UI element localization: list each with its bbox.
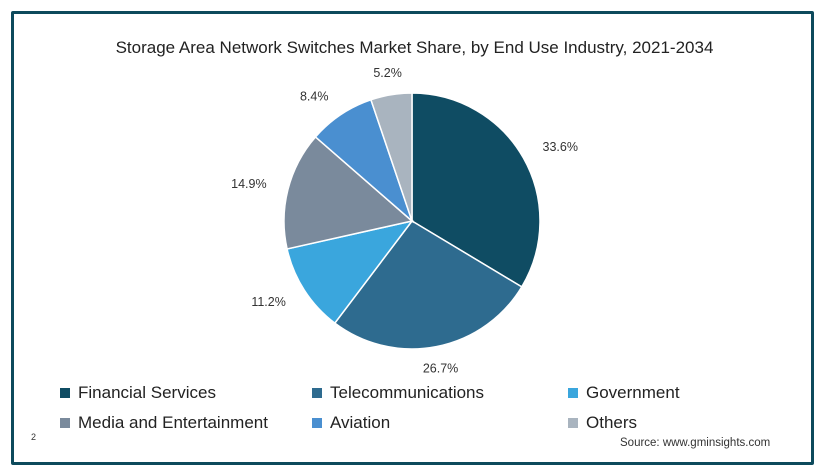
legend-swatch bbox=[568, 418, 578, 428]
slice-data-label: 33.6% bbox=[543, 140, 578, 154]
source-note: Source: www.gminsights.com bbox=[620, 437, 771, 449]
slice-data-label: 5.2% bbox=[373, 66, 402, 80]
legend-item-media-and-entertainment: Media and Entertainment bbox=[60, 413, 268, 433]
legend-label: Government bbox=[586, 383, 680, 402]
legend-swatch bbox=[312, 418, 322, 428]
legend-swatch bbox=[60, 418, 70, 428]
chart-title: Storage Area Network Switches Market Sha… bbox=[115, 38, 714, 57]
page-number: 2 bbox=[31, 432, 37, 442]
legend-swatch bbox=[568, 388, 578, 398]
pie-slice-government bbox=[286, 219, 414, 325]
legend-label: Media and Entertainment bbox=[78, 413, 268, 432]
slice-data-label: 14.9% bbox=[231, 177, 266, 191]
legend-item-financial-services: Financial Services bbox=[60, 383, 216, 403]
legend-label: Financial Services bbox=[78, 383, 216, 402]
slice-data-label: 11.2% bbox=[251, 295, 286, 309]
pie-slice-telecommunications bbox=[333, 220, 523, 350]
legend-item-aviation: Aviation bbox=[312, 413, 390, 433]
legend-swatch bbox=[312, 388, 322, 398]
pie-slice-media-and-entertainment bbox=[283, 135, 414, 250]
legend-label: Aviation bbox=[330, 413, 391, 432]
legend-swatch bbox=[60, 388, 70, 398]
legend-label: Telecommunications bbox=[330, 383, 485, 402]
slice-data-label: 26.7% bbox=[423, 361, 458, 375]
slice-data-label: 8.4% bbox=[300, 89, 329, 103]
pie-slice-financial-services bbox=[411, 92, 541, 288]
legend-item-others: Others bbox=[568, 413, 637, 433]
legend-item-telecommunications: Telecommunications bbox=[312, 383, 484, 403]
legend-item-government: Government bbox=[568, 383, 680, 403]
legend-label: Others bbox=[586, 413, 638, 432]
pie-slice-others bbox=[369, 92, 413, 222]
